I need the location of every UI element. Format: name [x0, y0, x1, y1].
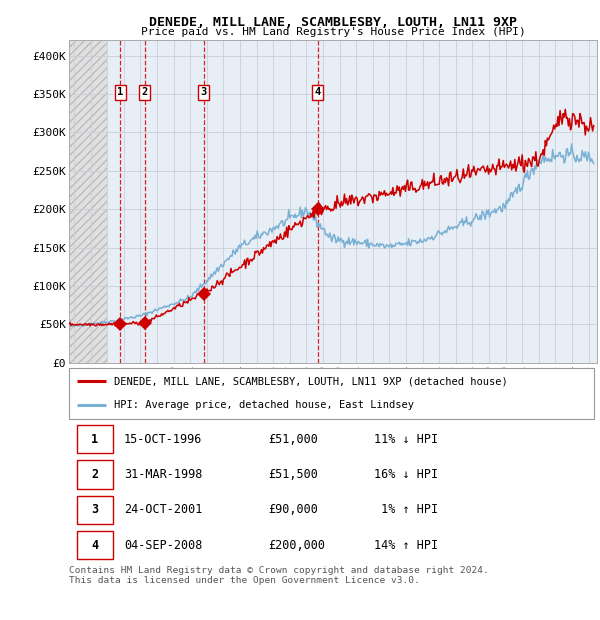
Text: £51,500: £51,500 — [269, 468, 319, 481]
Text: 1: 1 — [91, 433, 98, 446]
Text: £90,000: £90,000 — [269, 503, 319, 516]
Text: 24-OCT-2001: 24-OCT-2001 — [124, 503, 203, 516]
Text: 3: 3 — [200, 87, 207, 97]
Text: DENEDE, MILL LANE, SCAMBLESBY, LOUTH, LN11 9XP (detached house): DENEDE, MILL LANE, SCAMBLESBY, LOUTH, LN… — [113, 376, 508, 386]
Text: £200,000: £200,000 — [269, 539, 325, 552]
Text: 1: 1 — [117, 87, 124, 97]
Text: 4: 4 — [91, 539, 98, 552]
Bar — [77, 425, 113, 453]
Text: 14% ↑ HPI: 14% ↑ HPI — [373, 539, 437, 552]
Text: 16% ↓ HPI: 16% ↓ HPI — [373, 468, 437, 481]
Text: 2: 2 — [142, 87, 148, 97]
Bar — [77, 461, 113, 489]
Text: £51,000: £51,000 — [269, 433, 319, 446]
Text: 2: 2 — [91, 468, 98, 481]
Text: Contains HM Land Registry data © Crown copyright and database right 2024.
This d: Contains HM Land Registry data © Crown c… — [69, 566, 489, 585]
Text: HPI: Average price, detached house, East Lindsey: HPI: Average price, detached house, East… — [113, 400, 413, 410]
Text: 04-SEP-2008: 04-SEP-2008 — [124, 539, 203, 552]
Text: 11% ↓ HPI: 11% ↓ HPI — [373, 433, 437, 446]
Text: DENEDE, MILL LANE, SCAMBLESBY, LOUTH, LN11 9XP: DENEDE, MILL LANE, SCAMBLESBY, LOUTH, LN… — [149, 16, 517, 29]
Text: 1% ↑ HPI: 1% ↑ HPI — [373, 503, 437, 516]
Bar — [77, 531, 113, 559]
Text: 31-MAR-1998: 31-MAR-1998 — [124, 468, 203, 481]
Text: 15-OCT-1996: 15-OCT-1996 — [124, 433, 203, 446]
Text: Price paid vs. HM Land Registry's House Price Index (HPI): Price paid vs. HM Land Registry's House … — [140, 27, 526, 37]
Bar — [77, 496, 113, 524]
Text: 3: 3 — [91, 503, 98, 516]
Text: 4: 4 — [314, 87, 321, 97]
Bar — [69, 40, 107, 363]
